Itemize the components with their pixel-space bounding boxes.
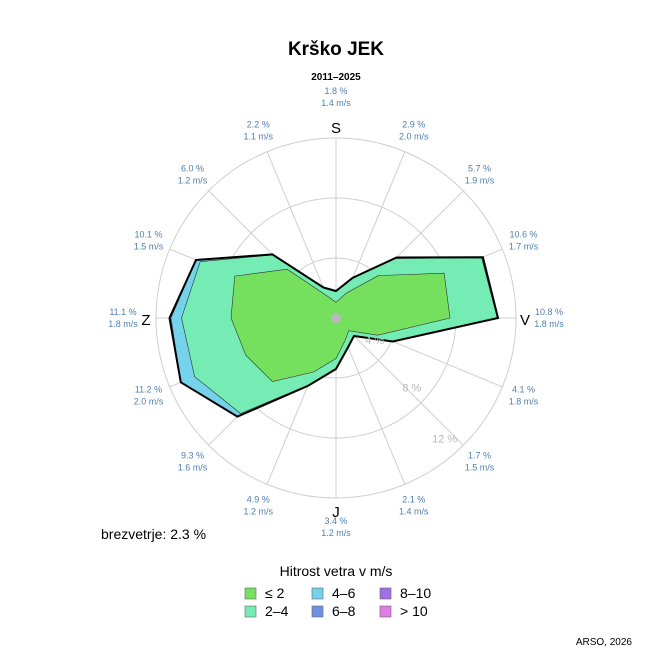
direction-percent-label: 6.0 %: [181, 164, 204, 174]
legend: ≤ 2 2–4 4–6 6–8 8–10 > 10: [244, 585, 431, 619]
direction-speed-label: 1.8 m/s: [534, 319, 564, 329]
legend-swatch-6: [379, 605, 392, 618]
direction-percent-label: 10.1 %: [134, 229, 162, 239]
ring-label: 4 %: [365, 335, 384, 347]
direction-speed-label: 1.2 m/s: [321, 528, 351, 538]
compass-south-label: J: [332, 504, 340, 521]
direction-percent-label: 2.2 %: [247, 120, 270, 130]
source-label: ARSO, 2026: [576, 637, 633, 648]
direction-speed-label: 1.6 m/s: [178, 463, 208, 473]
ring-labels: 4 % 8 % 12 %: [365, 335, 457, 446]
legend-swatch-1: [244, 587, 257, 600]
direction-percent-label: 2.9 %: [402, 120, 425, 130]
direction-speed-label: 1.4 m/s: [399, 507, 429, 517]
legend-label-4: 6–8: [332, 603, 356, 619]
legend-label-5: 8–10: [400, 585, 431, 601]
ring-label: 8 %: [402, 383, 421, 395]
legend-swatch-5: [379, 587, 392, 600]
legend-label-6: > 10: [400, 603, 428, 619]
calm-center-dot: [331, 313, 341, 323]
direction-labels: 1.8 % 1.4 m/s 2.9 % 2.0 m/s 5.7 % 1.9 m/s 10.6…: [108, 86, 564, 538]
direction-percent-label: 1.7 %: [468, 451, 491, 461]
direction-speed-label: 1.5 m/s: [465, 463, 495, 473]
direction-percent-label: 9.3 %: [181, 451, 204, 461]
direction-percent-label: 11.2 %: [135, 385, 162, 395]
direction-speed-label: 1.1 m/s: [244, 132, 274, 142]
total-outline: [168, 253, 500, 418]
legend-swatch-3: [311, 587, 324, 600]
speed-class-polygons: [168, 253, 500, 418]
compass-west-label: Z: [141, 312, 150, 329]
legend-label-1: ≤ 2: [265, 585, 285, 601]
direction-percent-label: 5.7 %: [468, 164, 491, 174]
direction-percent-label: 1.8 %: [324, 86, 347, 96]
direction-percent-label: 11.1 %: [109, 307, 136, 317]
chart-title: Krško JEK: [288, 39, 384, 60]
direction-speed-label: 1.4 m/s: [321, 98, 351, 108]
direction-percent-label: 10.6 %: [509, 229, 537, 239]
calm-label: brezvetrje: 2.3 %: [101, 526, 206, 542]
legend-label-2: 2–4: [265, 603, 289, 619]
direction-speed-label: 1.5 m/s: [134, 241, 164, 251]
direction-percent-label: 4.1 %: [512, 385, 535, 395]
legend-title: Hitrost vetra v m/s: [280, 563, 393, 579]
direction-speed-label: 1.9 m/s: [465, 176, 495, 186]
direction-speed-label: 1.7 m/s: [509, 241, 539, 251]
direction-percent-label: 3.4 %: [324, 516, 347, 526]
direction-speed-label: 1.8 m/s: [108, 319, 138, 329]
direction-percent-label: 2.1 %: [402, 495, 425, 505]
legend-swatch-4: [311, 605, 324, 618]
grid-spoke: [335, 317, 464, 446]
direction-speed-label: 1.2 m/s: [244, 507, 274, 517]
compass-east-label: V: [520, 312, 530, 329]
ring-label: 12 %: [432, 434, 457, 446]
direction-percent-label: 10.8 %: [535, 307, 563, 317]
direction-speed-label: 2.0 m/s: [134, 397, 164, 407]
chart-subtitle: 2011–2025: [311, 72, 361, 83]
compass-north-label: S: [331, 120, 341, 137]
legend-swatch-2: [244, 605, 257, 618]
direction-percent-label: 4.9 %: [247, 495, 270, 505]
direction-speed-label: 1.2 m/s: [178, 176, 208, 186]
speed-class-area-1: [230, 268, 451, 382]
direction-speed-label: 2.0 m/s: [399, 132, 429, 142]
legend-label-3: 4–6: [332, 585, 356, 601]
direction-speed-label: 1.8 m/s: [509, 397, 539, 407]
